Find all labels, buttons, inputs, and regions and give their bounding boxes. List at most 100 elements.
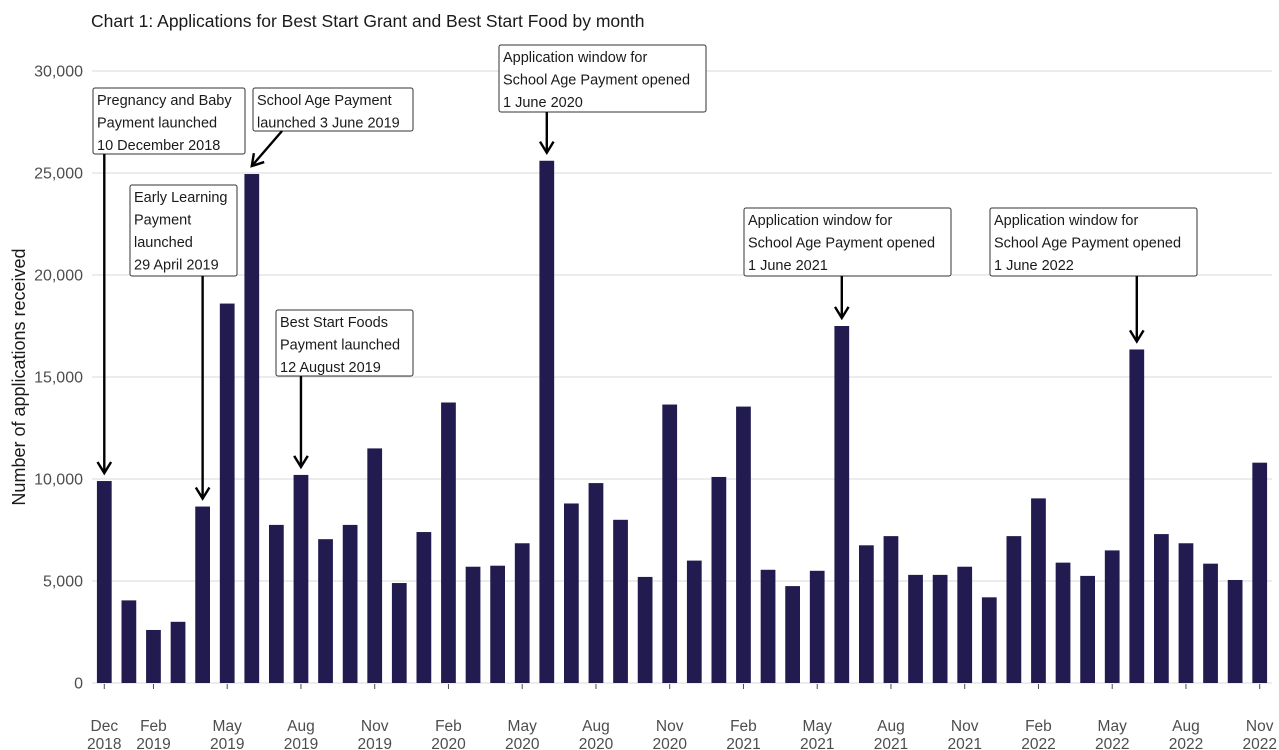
y-axis-label: Number of applications received: [9, 248, 29, 505]
annotation-text: 1 June 2022: [994, 258, 1074, 274]
annotation: Early Learning Payment launched 29 April 20…: [129, 184, 238, 501]
annotation-box: [498, 44, 707, 113]
x-tick-label-year: 2022: [1095, 736, 1129, 750]
annotations: Pregnancy and Baby Payment launched 10 Dec…: [92, 44, 1198, 501]
annotation-text: Application window for: [994, 213, 1138, 229]
annotation-box: [129, 184, 238, 277]
x-tick-label-year: 2020: [505, 736, 540, 750]
annotation-text: 10 December 2018: [97, 138, 220, 154]
bar: [1227, 579, 1243, 683]
annotation-arrow-head: [250, 152, 265, 168]
annotation: Best Start Foods Payment launched 12 Augus…: [275, 309, 414, 470]
annotation: Pregnancy and Baby Payment launched 10 Dec…: [92, 87, 246, 476]
y-tick-label: 10,000: [34, 472, 83, 489]
y-tick-label: 20,000: [34, 268, 83, 285]
annotation-text: 1 June 2020: [503, 95, 583, 111]
bar: [736, 406, 751, 683]
annotation-arrow-head: [293, 455, 309, 470]
bar: [1252, 462, 1268, 683]
x-tick-label-year: 2021: [726, 736, 760, 750]
bar: [662, 404, 678, 683]
bar: [883, 536, 899, 683]
bar: [367, 448, 383, 683]
bar: [564, 503, 579, 683]
bar: [1129, 349, 1145, 683]
x-tick-label-month: May: [1098, 718, 1128, 735]
x-tick-label-year: 2020: [431, 736, 466, 750]
x-tick-label-month: Nov: [951, 718, 979, 735]
bar: [490, 565, 505, 683]
annotation-arrow-head: [194, 486, 211, 501]
bar: [195, 506, 210, 683]
x-tick-label-year: 2022: [1242, 736, 1276, 750]
y-tick-label: 25,000: [34, 166, 83, 183]
x-tick-label-month: Feb: [730, 718, 757, 735]
bar: [342, 524, 358, 683]
bar: [785, 586, 800, 683]
bar: [760, 569, 776, 683]
y-tick-label: 30,000: [34, 64, 83, 81]
annotation-text: Application window for: [503, 50, 647, 66]
x-tick-label-month: Aug: [877, 718, 905, 735]
bar: [269, 524, 284, 683]
bar: [981, 597, 997, 683]
bar: [1104, 550, 1120, 683]
annotation-text: Best Start Foods: [280, 315, 388, 331]
chart-title: Chart 1: Applications for Best Start Gra…: [91, 11, 644, 31]
annotation-box: [252, 87, 414, 132]
x-tick-label-month: Feb: [1025, 718, 1052, 735]
bar: [146, 629, 161, 683]
bar: [465, 566, 481, 683]
x-tick-label-year: 2020: [579, 736, 614, 750]
x-tick-label-year: 2021: [947, 736, 981, 750]
bar: [686, 560, 702, 683]
annotation-text: Early Learning: [134, 190, 228, 206]
bar: [416, 532, 432, 683]
bar: [809, 570, 825, 683]
bar: [588, 483, 604, 683]
annotation-box: [92, 87, 246, 155]
bar: [932, 574, 948, 683]
x-tick-label-year: 2021: [800, 736, 834, 750]
x-tick-label-year: 2019: [357, 736, 391, 750]
bar: [121, 600, 137, 683]
annotation-text: Application window for: [748, 213, 892, 229]
x-tick-label-month: May: [508, 718, 538, 735]
x-tick-label-year: 2019: [136, 736, 170, 750]
bar: [1031, 498, 1046, 683]
x-tick-label-month: Aug: [287, 718, 315, 735]
x-tick-label-month: Feb: [435, 718, 462, 735]
annotation-text: 29 April 2019: [134, 258, 219, 274]
y-tick-label: 5,000: [43, 574, 83, 591]
bar: [539, 160, 555, 683]
bar: [834, 326, 850, 683]
bar: [613, 519, 628, 683]
bar: [1006, 536, 1022, 683]
x-tick-label-year: 2020: [652, 736, 687, 750]
x-tick-label-month: Nov: [1246, 718, 1274, 735]
y-tick-label: 15,000: [34, 370, 83, 387]
x-tick-label-month: Nov: [656, 718, 684, 735]
x-tick-label-year: 2022: [1021, 736, 1055, 750]
x-tick-label-year: 2021: [874, 736, 908, 750]
annotation-text: 1 June 2021: [748, 258, 828, 274]
bar: [441, 402, 456, 683]
annotation-text: launched: [134, 235, 193, 251]
bar: [219, 303, 235, 683]
bar: [1080, 575, 1095, 683]
x-tick-label-month: Aug: [582, 718, 610, 735]
annotation-text: School Age Payment opened: [994, 236, 1181, 252]
annotation-text: School Age Payment: [257, 93, 392, 109]
bar: [244, 174, 260, 683]
x-tick-label-month: Nov: [361, 718, 389, 735]
annotation-box: [989, 207, 1198, 277]
x-tick-label-year: 2019: [210, 736, 244, 750]
annotation-arrow-head: [538, 141, 555, 156]
bar: [170, 621, 186, 683]
bar: [1178, 543, 1194, 683]
x-tick-label-year: 2018: [87, 736, 121, 750]
y-tick-label: 0: [74, 676, 83, 693]
bar: [293, 474, 309, 683]
annotation: Application window for School Age Payment…: [989, 207, 1198, 344]
